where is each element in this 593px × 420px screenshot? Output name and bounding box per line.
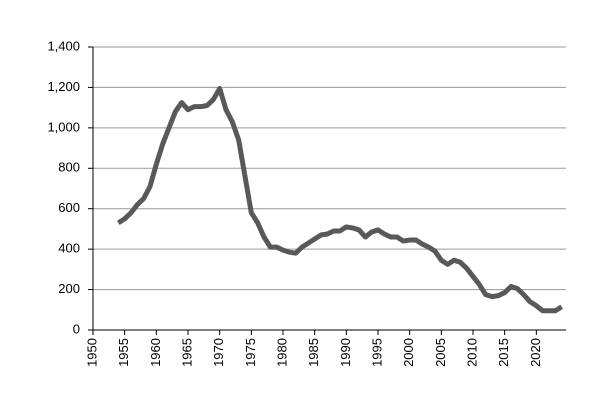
x-tick-label: 1965	[179, 338, 194, 367]
y-tick-label: 600	[58, 200, 80, 215]
x-tick-label: 1950	[84, 338, 99, 367]
x-tick-label: 2010	[464, 338, 479, 367]
x-tick-label: 2005	[433, 338, 448, 367]
x-tick-label: 1955	[116, 338, 131, 367]
y-tick-label: 1,400	[47, 38, 80, 53]
y-tick-label: 1,000	[47, 119, 80, 134]
line	[116, 85, 564, 314]
x-tick-label: 1975	[243, 338, 258, 367]
y-tick-label: 0	[73, 321, 80, 336]
y-tick-label: 800	[58, 160, 80, 175]
x-tick-label: 1960	[148, 338, 163, 367]
x-tick-label: 1985	[306, 338, 321, 367]
x-tick-label: 1990	[338, 338, 353, 367]
y-tick-label: 400	[58, 241, 80, 256]
y-tick-label: 200	[58, 281, 80, 296]
x-tick-label: 2020	[528, 338, 543, 367]
y-tick-label: 1,200	[47, 79, 80, 94]
x-tick-label: 1980	[274, 338, 289, 367]
x-tick-label: 1995	[369, 338, 384, 367]
x-tick-label: 2015	[496, 338, 511, 367]
x-tick-label: 1970	[211, 338, 226, 367]
x-tick-label: 2000	[401, 338, 416, 367]
